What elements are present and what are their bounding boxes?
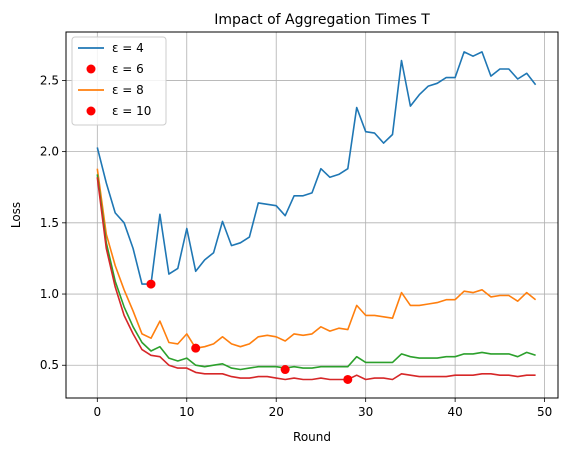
x-tick-label: 20 [269, 405, 284, 419]
x-axis-ticks: 0 10 20 30 40 50 [93, 398, 552, 419]
x-tick-label: 0 [93, 405, 101, 419]
y-tick-label: 0.5 [40, 358, 59, 372]
highlight-marker [343, 374, 353, 384]
x-tick-label: 10 [179, 405, 194, 419]
x-tick-label: 40 [447, 405, 462, 419]
legend-marker-swatch [86, 106, 96, 116]
y-axis-title: Loss [9, 202, 23, 228]
series-line-2 [96, 168, 537, 350]
highlight-marker [191, 343, 201, 353]
chart-title: Impact of Aggregation Times T [214, 12, 430, 28]
highlight-marker [280, 365, 290, 375]
y-tick-label: 1.0 [40, 287, 59, 301]
legend-label: ε = 10 [112, 104, 151, 118]
plot-frame [65, 31, 559, 399]
y-tick-label: 1.5 [40, 216, 59, 230]
x-tick-label: 50 [537, 405, 552, 419]
series-line-3 [96, 174, 536, 371]
x-axis-title: Round [293, 430, 331, 444]
highlight-markers [146, 279, 353, 384]
series-lines [96, 51, 537, 381]
series-line-1 [96, 51, 537, 285]
series-line-4 [96, 177, 536, 381]
legend-label: ε = 4 [112, 41, 144, 55]
y-tick-label: 2.0 [40, 145, 59, 159]
legend-label: ε = 8 [112, 83, 144, 97]
legend: ε = 4 ε = 6 ε = 8 ε = 10 [71, 36, 167, 126]
legend-label: ε = 6 [112, 62, 144, 76]
y-axis-ticks: 0.5 1.0 1.5 2.0 2.5 [40, 73, 66, 372]
y-tick-label: 2.5 [40, 73, 59, 87]
x-tick-label: 30 [358, 405, 373, 419]
highlight-marker [146, 279, 156, 289]
legend-box [71, 36, 167, 126]
legend-marker-swatch [86, 64, 96, 74]
